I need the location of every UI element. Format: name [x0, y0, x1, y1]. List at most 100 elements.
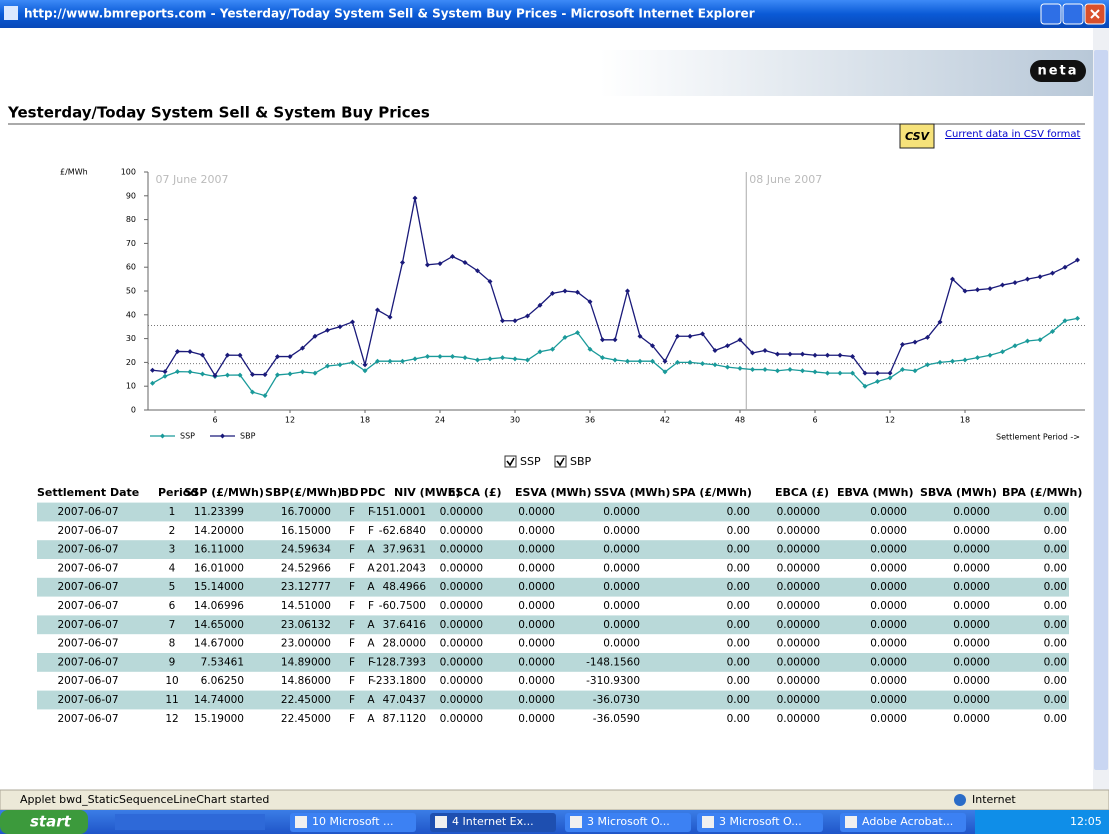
cell: F [368, 675, 374, 687]
logo-badge [1030, 60, 1086, 82]
cell: F [349, 600, 355, 612]
start-button[interactable] [0, 810, 88, 834]
cell: 0.0000 [603, 562, 640, 574]
point [725, 343, 730, 349]
row-band [37, 577, 1069, 597]
column-header: SBVA (MWh) [920, 486, 997, 499]
point [675, 333, 680, 339]
cell: 0.00000 [440, 675, 483, 687]
point [300, 369, 305, 375]
point [150, 380, 155, 386]
task-buttons: 10 Microsoft ... 4 Internet Ex... 3 Micros… [290, 813, 966, 832]
point [387, 358, 393, 364]
cell: 0.0000 [870, 600, 907, 612]
x-tick-label: 6 [812, 416, 817, 425]
csv-icon-box[interactable] [899, 123, 935, 149]
column-header: SBP(£/MWh) [265, 486, 342, 499]
checkbox-label[interactable]: SSP [520, 455, 541, 468]
point [612, 337, 618, 343]
cell: A [367, 638, 375, 650]
x-tick-label: 18 [360, 416, 370, 425]
column-header: ESVA (MWh) [515, 486, 592, 499]
cell: 14.20000 [194, 525, 244, 537]
cell: 23.06132 [281, 619, 331, 631]
cell: F [349, 619, 355, 631]
point [687, 359, 693, 365]
start-label[interactable]: start [30, 813, 72, 831]
cell: F [368, 656, 374, 668]
cell: 11 [165, 694, 178, 706]
cell: 8 [169, 638, 176, 650]
column-header: ESCA (£) [448, 486, 502, 499]
point [275, 354, 280, 360]
csv-link[interactable]: Current data in CSV format [945, 129, 1081, 140]
task-button[interactable] [565, 813, 691, 832]
cell: 7 [169, 619, 176, 631]
cell: 3 [169, 544, 176, 556]
point [750, 350, 755, 356]
point [825, 352, 830, 358]
cell: 0.0000 [870, 506, 907, 518]
point [587, 346, 593, 352]
row-band [37, 690, 1069, 710]
checkbox-label[interactable]: SBP [570, 455, 592, 468]
cell: 0.0000 [870, 581, 907, 593]
cell: A [367, 544, 375, 556]
cell: 0.0000 [870, 675, 907, 687]
csv-icon[interactable]: CSV [905, 130, 931, 143]
window-title: http://www.bmreports.com - Yesterday/Tod… [24, 7, 755, 21]
point [275, 372, 280, 378]
point [375, 358, 380, 364]
cell: 7.53461 [201, 656, 244, 668]
cell: F [349, 525, 355, 537]
cell: 5 [169, 581, 176, 593]
scroll-thumb[interactable] [1094, 50, 1108, 770]
task-label[interactable]: 3 Microsoft O... [587, 815, 670, 828]
point [687, 333, 693, 339]
y-tick-label: 50 [126, 287, 136, 296]
cell: 2007-06-07 [57, 525, 118, 537]
point [312, 333, 318, 339]
point [737, 365, 743, 371]
task-label[interactable]: Adobe Acrobat... [862, 815, 953, 828]
point [175, 369, 180, 375]
point [862, 370, 868, 376]
cell: 0.00000 [777, 713, 820, 725]
cell: -62.6840 [379, 525, 426, 537]
maximize-button[interactable] [1062, 3, 1084, 25]
cell: 0.0000 [518, 581, 555, 593]
task-label[interactable]: 4 Internet Ex... [452, 815, 534, 828]
cell: F [349, 544, 355, 556]
point [750, 367, 755, 373]
task-button[interactable] [290, 813, 416, 832]
cell: F [349, 562, 355, 574]
task-button[interactable] [697, 813, 823, 832]
cell: 0.0000 [953, 619, 990, 631]
task-button[interactable] [840, 813, 966, 832]
cell: 0.00000 [440, 638, 483, 650]
checkmark [506, 457, 515, 467]
point [1037, 274, 1043, 280]
task-label[interactable]: 10 Microsoft ... [312, 815, 394, 828]
minimize-button[interactable] [1040, 3, 1062, 25]
cell: A [367, 562, 375, 574]
cell: 0.00 [1044, 506, 1067, 518]
point [550, 290, 555, 296]
checkbox[interactable] [504, 455, 517, 468]
cell: 0.0000 [953, 581, 990, 593]
checkbox[interactable] [554, 455, 567, 468]
cell: 0.00 [727, 525, 750, 537]
task-label[interactable]: 3 Microsoft O... [719, 815, 802, 828]
task-button[interactable] [430, 813, 556, 832]
x-tick-label: 24 [435, 416, 445, 425]
row-band [37, 615, 1069, 635]
cell: A [367, 619, 375, 631]
cell: 0.0000 [953, 506, 990, 518]
cell: 2007-06-07 [57, 600, 118, 612]
cell: 14.06996 [194, 600, 244, 612]
cell: 15.14000 [194, 581, 244, 593]
quick-launch[interactable] [115, 814, 265, 830]
point [625, 288, 630, 294]
cell: F [349, 713, 355, 725]
